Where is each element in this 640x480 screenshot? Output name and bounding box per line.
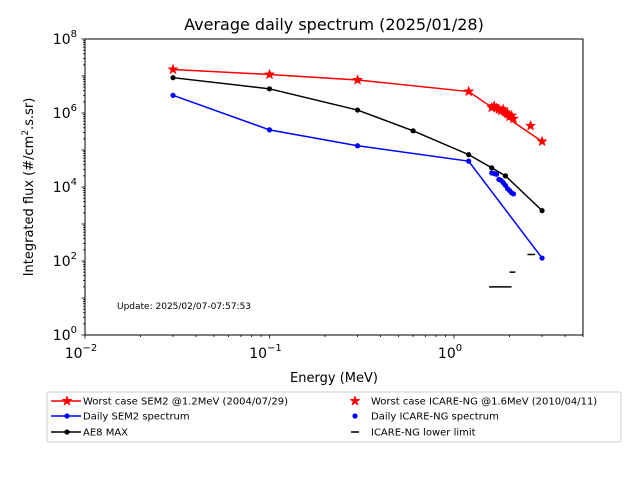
data-point bbox=[170, 75, 176, 81]
series-layer bbox=[167, 63, 548, 288]
data-point bbox=[524, 119, 537, 131]
legend-marker bbox=[349, 395, 361, 406]
x-axis-label: Energy (MeV) bbox=[290, 371, 378, 386]
y-tick-label: 104 bbox=[53, 177, 77, 196]
legend-marker bbox=[64, 413, 70, 419]
data-point bbox=[354, 107, 361, 113]
data-point bbox=[466, 152, 472, 158]
legend-box bbox=[46, 391, 622, 443]
x-tick-label: 10−2 bbox=[65, 343, 98, 362]
x-axis: 10−2 10−1 100 bbox=[65, 335, 584, 362]
data-point bbox=[463, 85, 475, 97]
y-axis-label-sup: 2 bbox=[21, 130, 31, 136]
series-line bbox=[172, 76, 543, 212]
legend-label: ICARE-NG lower limit bbox=[371, 428, 476, 439]
x-tick-label: 10−1 bbox=[249, 343, 282, 362]
series-2 bbox=[170, 75, 545, 214]
update-annotation: Update: 2025/02/07-07:57:53 bbox=[117, 302, 251, 312]
data-point bbox=[539, 208, 545, 214]
y-axis-label: Integrated flux (#/cm2.s.sr) bbox=[21, 98, 37, 277]
series-5 bbox=[489, 253, 536, 288]
chart-title: Average daily spectrum (2025/01/28) bbox=[184, 15, 484, 34]
legend-label: Daily ICARE-NG spectrum bbox=[371, 412, 499, 423]
data-point bbox=[510, 191, 517, 197]
data-point bbox=[167, 63, 179, 75]
legend-item: Worst case ICARE-NG @1.6MeV (2010/04/11) bbox=[349, 395, 597, 408]
data-point bbox=[351, 74, 364, 85]
data-point bbox=[539, 255, 545, 261]
data-point bbox=[466, 158, 472, 164]
legend-item: Worst case SEM2 @1.2MeV (2004/07/29) bbox=[51, 395, 288, 408]
series-1 bbox=[170, 92, 545, 261]
legend-label: Worst case SEM2 @1.2MeV (2004/07/29) bbox=[83, 397, 288, 408]
data-point bbox=[410, 128, 416, 134]
data-point bbox=[493, 171, 500, 177]
x-tick-label: 100 bbox=[438, 343, 462, 362]
y-tick-label: 102 bbox=[53, 251, 77, 270]
data-point bbox=[489, 165, 495, 171]
legend-item: Daily ICARE-NG spectrum bbox=[352, 412, 499, 423]
legend-item: ICARE-NG lower limit bbox=[351, 428, 476, 439]
y-tick-label: 100 bbox=[53, 325, 77, 344]
data-point bbox=[507, 112, 520, 124]
data-point bbox=[354, 143, 361, 149]
legend-item: Daily SEM2 spectrum bbox=[51, 412, 190, 423]
y-axis-label-suffix: .s.sr) bbox=[22, 98, 37, 130]
data-point bbox=[502, 173, 509, 179]
legend-marker bbox=[64, 429, 70, 435]
data-point bbox=[170, 92, 176, 98]
series-3 bbox=[486, 100, 537, 131]
legend-label: Daily SEM2 spectrum bbox=[83, 412, 190, 423]
legend-marker bbox=[61, 395, 73, 406]
legend-label: Worst case ICARE-NG @1.6MeV (2010/04/11) bbox=[371, 397, 597, 408]
series-4 bbox=[489, 170, 517, 197]
y-tick-label: 106 bbox=[53, 103, 77, 122]
y-tick-label: 108 bbox=[53, 29, 77, 48]
legend-label: AE8 MAX bbox=[83, 428, 128, 439]
y-axis-label-prefix: Integrated flux (#/cm bbox=[22, 136, 37, 277]
legend-item: AE8 MAX bbox=[51, 428, 128, 439]
data-point bbox=[263, 68, 276, 80]
data-point bbox=[266, 127, 273, 133]
data-point bbox=[536, 135, 548, 147]
y-axis: 100 102 104 106 108 bbox=[53, 29, 85, 344]
data-point bbox=[266, 86, 273, 92]
legend-marker bbox=[352, 413, 358, 419]
legend: Worst case SEM2 @1.2MeV (2004/07/29) Wors… bbox=[51, 395, 597, 439]
